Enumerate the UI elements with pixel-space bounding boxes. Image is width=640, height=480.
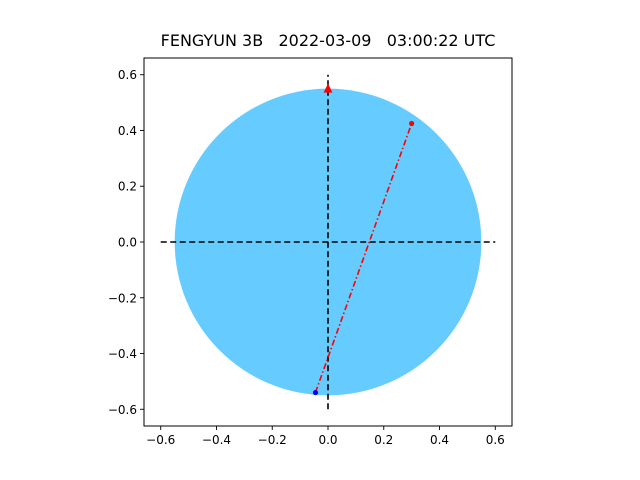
y-tick-label: 0.6	[118, 68, 137, 82]
x-tick-label: −0.4	[202, 433, 231, 447]
plot-area	[143, 57, 513, 427]
y-tick-label: 0.0	[118, 236, 137, 250]
y-tick-label: 0.4	[118, 124, 137, 138]
y-axis: −0.6 −0.4 −0.2 0.0 0.2 0.4 0.6	[108, 68, 144, 417]
x-axis: −0.6 −0.4 −0.2 0.0 0.2 0.4 0.6	[146, 426, 505, 447]
x-tick-label: −0.6	[146, 433, 175, 447]
north-marker	[323, 83, 333, 93]
x-tick-label: 0.2	[374, 433, 393, 447]
y-tick-label: 0.2	[118, 180, 137, 194]
y-tick-label: −0.6	[108, 403, 137, 417]
x-tick-label: −0.2	[258, 433, 287, 447]
x-tick-label: 0.4	[430, 433, 449, 447]
track-end-point	[409, 120, 415, 127]
y-tick-label: −0.4	[108, 347, 137, 361]
x-tick-label: 0.0	[318, 433, 337, 447]
track-start-point	[312, 389, 319, 396]
y-tick-label: −0.2	[108, 291, 137, 305]
x-tick-label: 0.6	[486, 433, 505, 447]
ground-track-line	[314, 123, 413, 393]
chart-title: FENGYUN 3B 2022-03-09 03:00:22 UTC	[160, 31, 496, 50]
